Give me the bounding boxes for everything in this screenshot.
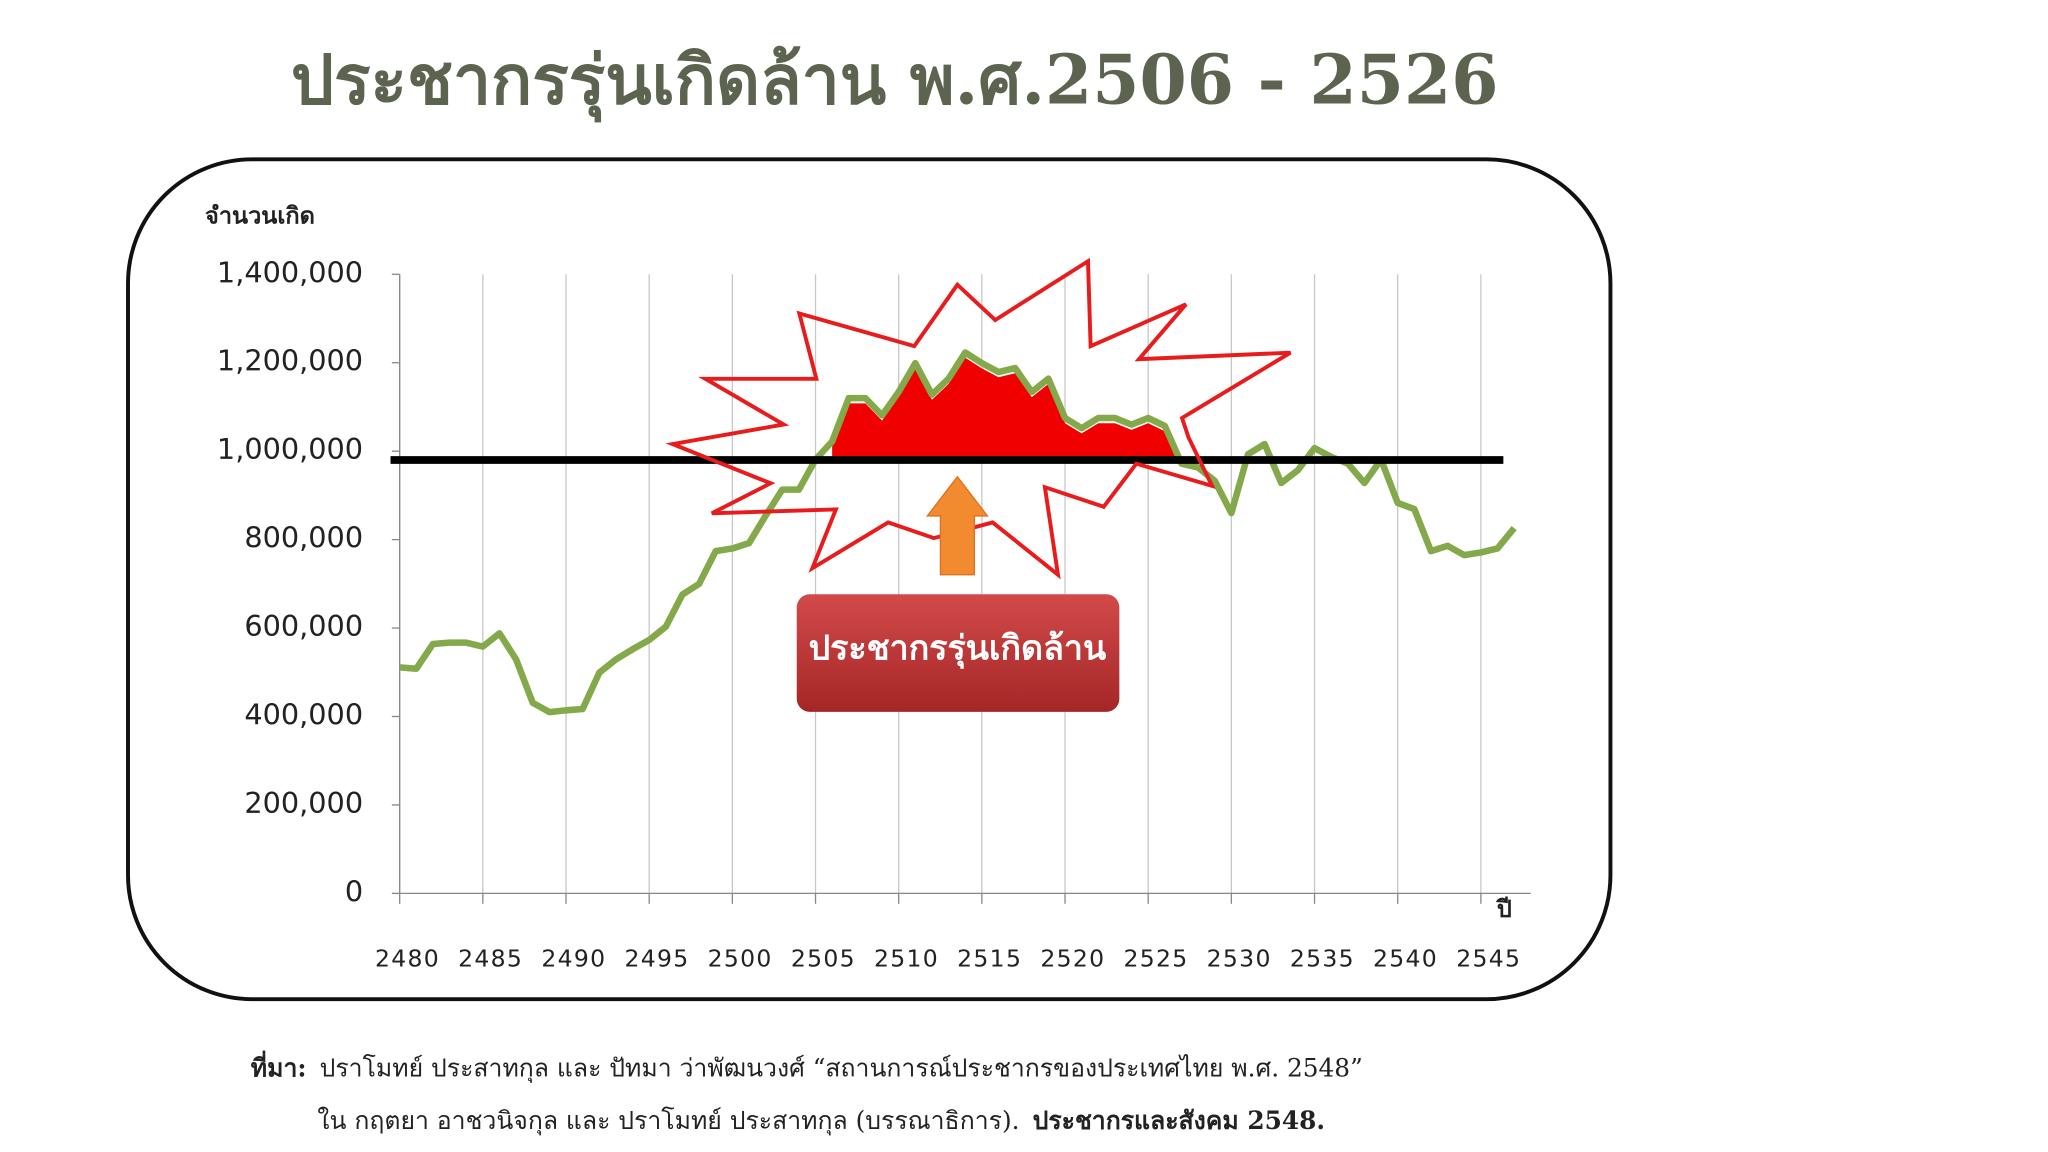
x-tick-label: 2525 <box>1124 945 1189 973</box>
x-tick-label: 2495 <box>625 945 690 973</box>
arrow <box>926 475 989 576</box>
source-title: ประชากรและสังคม 2548. <box>1033 1105 1325 1134</box>
frame <box>126 157 1613 1002</box>
y-tick-label: 1,200,000 <box>217 344 363 378</box>
x-tick-label: 2545 <box>1456 945 1521 973</box>
x-tick-label: 2510 <box>874 945 939 973</box>
y-axis-label: จำนวนเกิด <box>205 201 315 229</box>
source-label: ที่มา: <box>251 1050 307 1082</box>
y-tick-label: 0 <box>345 874 363 908</box>
highlight <box>832 357 1178 461</box>
highlight-area <box>832 357 1178 461</box>
x-tick-label: 2520 <box>1040 945 1105 973</box>
x-tick-label: 2540 <box>1373 945 1438 973</box>
x-tick-label: 2530 <box>1207 945 1272 973</box>
source-text: ใน กฤตยา อาชวนิจกุล และ ปราโมทย์ ประสาทก… <box>317 1105 1019 1135</box>
x-tick-label: 2490 <box>541 945 606 973</box>
x-tick-label: 2500 <box>708 945 773 973</box>
line <box>399 349 1517 716</box>
callout-text: ประชากรรุ่นเกิดล้าน <box>809 628 1107 669</box>
source-line: ใน กฤตยา อาชวนิจกุล และ ปราโมทย์ ประสาทก… <box>317 1105 1325 1135</box>
y-tick-label: 1,400,000 <box>217 255 363 289</box>
y-tick-label: 600,000 <box>244 609 363 643</box>
y-tick-label: 800,000 <box>244 521 363 555</box>
x-tick-label: 2485 <box>458 945 523 973</box>
y-tick-label: 200,000 <box>244 786 363 820</box>
source-text: ปราโมทย์ ประสาทกุล และ ปัทมา ว่าพัฒนวงศ์… <box>320 1053 1363 1083</box>
y-tick-label: 1,000,000 <box>217 432 363 466</box>
x-axis-label: ปี <box>1495 895 1511 923</box>
y-tick-label: 400,000 <box>244 698 363 732</box>
x-tick-label: 2515 <box>957 945 1022 973</box>
x-tick-label: 2480 <box>375 945 440 973</box>
x-tick-label: 2505 <box>791 945 856 973</box>
x-tick-label: 2535 <box>1290 945 1355 973</box>
grid: 0 200,000 400,000 600,000 800,000 1,000,000 1,… <box>217 255 1531 973</box>
callout-box <box>796 594 1120 712</box>
chart-title: ประชากรรุ่นเกิดล้าน พ.ศ.2506 - 2526 <box>291 41 1499 123</box>
plot <box>390 349 1517 716</box>
source-line: ที่มา: ปราโมทย์ ประสาทกุล และ ปัทมา ว่าพั… <box>251 1050 1363 1083</box>
starburst <box>665 257 1292 580</box>
